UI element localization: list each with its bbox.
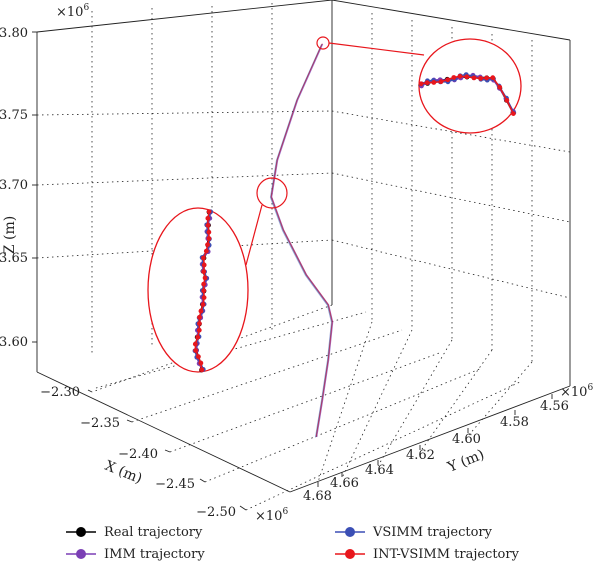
- legend-marker-imm: [76, 549, 86, 559]
- zoom-marker-3: [484, 75, 489, 81]
- x-tick-label: −2.30: [40, 385, 80, 400]
- axes-box: [36, 0, 571, 493]
- legend-marker-vsimm: [345, 527, 355, 537]
- zoom-marker-3: [464, 74, 470, 80]
- zoom-marker-3: [497, 84, 503, 90]
- zoom-marker-3: [504, 97, 510, 103]
- zoom-marker-3: [206, 229, 212, 235]
- zoom-marker-3: [471, 75, 477, 81]
- zoom-marker-3: [424, 80, 430, 86]
- y-tick-label: 4.56: [540, 399, 569, 414]
- zoom-marker-3: [195, 334, 201, 340]
- zoom-marker-3: [201, 269, 207, 275]
- x-tick-label: −2.40: [118, 447, 158, 462]
- legend-item-vsimm: VSIMM trajectory: [335, 525, 493, 540]
- trajectory-lines: [269, 43, 334, 438]
- x-tick-label: −2.45: [155, 477, 195, 492]
- x-axis-label: X (m): [103, 458, 145, 487]
- y-tick-label: 4.66: [330, 476, 359, 491]
- y-axis-ticks: 4.684.66 4.64 4.62 4.60 4.58 4.56: [303, 399, 569, 504]
- zoom-marker-3: [205, 242, 211, 248]
- legend-label-real: Real trajectory: [104, 525, 203, 540]
- z-axis-ticks: 3.60 3.65 3.70 3.75 3.80: [0, 26, 28, 350]
- x-tick-label: −2.50: [196, 505, 236, 520]
- zoom-marker-3: [490, 75, 496, 81]
- x-tick-label: −2.35: [80, 416, 120, 431]
- legend-item-int-vsimm: INT-VSIMM trajectory: [335, 547, 520, 562]
- zoom-marker-3: [206, 236, 212, 241]
- y-tick-label: 4.68: [303, 489, 332, 504]
- x-axis-multiplier: ×106: [255, 507, 288, 524]
- trajectory-line-3: [270, 43, 333, 437]
- zoom-inset-left: [147, 177, 288, 373]
- y-tick-label: 4.60: [452, 432, 481, 447]
- zoom-marker-3: [203, 248, 209, 254]
- zoom-inset-top-right: [316, 36, 522, 134]
- z-tick-label: 3.70: [0, 178, 28, 193]
- zoom-marker-3: [445, 77, 451, 83]
- tick-marks: [32, 31, 553, 511]
- zoom-marker-3: [198, 308, 204, 314]
- legend-label-imm: IMM trajectory: [104, 547, 205, 562]
- y-tick-label: 4.64: [365, 463, 394, 478]
- zoom-marker-3: [205, 215, 211, 221]
- zoom-marker-3: [206, 209, 212, 215]
- zoom-marker-3: [197, 314, 202, 320]
- zoom-marker-3: [198, 360, 204, 366]
- legend-marker-real: [76, 527, 86, 537]
- trajectory-line-2: [269, 44, 332, 438]
- zoom-marker-3: [195, 354, 201, 360]
- zoom-marker-3: [201, 281, 207, 287]
- y-axis-label: Y (m): [445, 447, 487, 476]
- legend-label-vsimm: VSIMM trajectory: [372, 525, 493, 540]
- z-axis-multiplier: ×106: [56, 3, 89, 20]
- zoom-marker-3: [431, 80, 437, 85]
- zoom-marker-3: [438, 79, 444, 85]
- zoom-marker-3: [196, 321, 202, 326]
- zoom-marker-3: [196, 327, 202, 333]
- z-tick-label: 3.60: [0, 335, 28, 350]
- z-tick-label: 3.75: [0, 108, 28, 123]
- zoom-marker-3: [205, 222, 211, 228]
- y-axis-multiplier: ×106: [560, 383, 593, 400]
- zoom-marker-3: [201, 288, 207, 294]
- zoom-marker-3: [200, 302, 206, 307]
- z-tick-label: 3.80: [0, 26, 28, 41]
- legend-label-int-vsimm: INT-VSIMM trajectory: [373, 547, 520, 562]
- zoom-marker-3: [193, 348, 199, 353]
- legend-marker-int-vsimm: [345, 549, 355, 559]
- zoom-marker-3: [418, 81, 424, 87]
- zoom-marker-3: [451, 75, 457, 80]
- zoom-marker-3: [457, 73, 463, 79]
- zoom-marker-3: [201, 262, 207, 268]
- zoom-marker-3: [510, 111, 516, 117]
- y-tick-label: 4.62: [406, 448, 435, 463]
- zoom-marker-3: [199, 367, 205, 373]
- y-tick-label: 4.58: [500, 415, 529, 430]
- zoom-marker-3: [192, 341, 198, 347]
- zoom-marker-3: [201, 255, 206, 261]
- legend-item-real: Real trajectory: [66, 525, 203, 540]
- zoom-marker-3: [201, 295, 207, 300]
- zoom-marker-3: [202, 275, 208, 281]
- legend: Real trajectory IMM trajectory VSIMM tra…: [66, 525, 520, 562]
- z-tick-label: 3.65: [0, 251, 28, 266]
- zoom-marker-3: [478, 75, 483, 81]
- trajectory-line-1: [270, 43, 334, 438]
- z-axis-label: Z (m): [2, 216, 18, 254]
- legend-item-imm: IMM trajectory: [66, 547, 205, 562]
- x-axis-ticks: −2.30 −2.35 −2.40 −2.45−2.50: [40, 385, 236, 520]
